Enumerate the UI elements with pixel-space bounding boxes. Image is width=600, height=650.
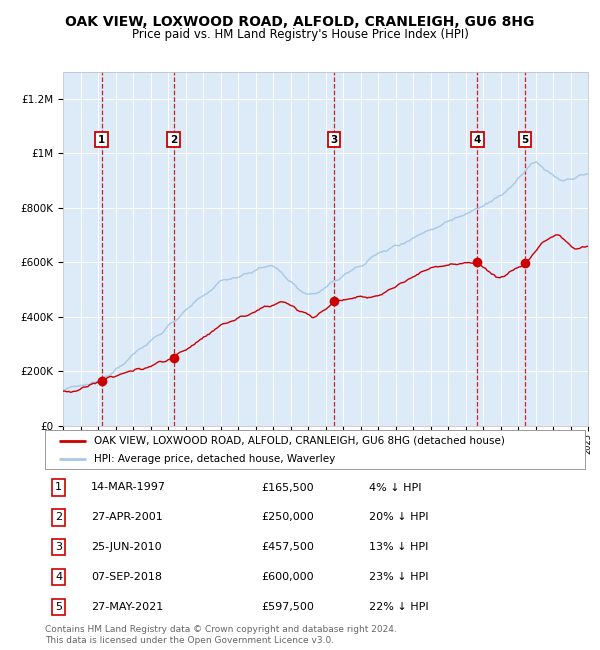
Text: 1: 1	[55, 482, 62, 493]
Text: Price paid vs. HM Land Registry's House Price Index (HPI): Price paid vs. HM Land Registry's House …	[131, 28, 469, 41]
Text: OAK VIEW, LOXWOOD ROAD, ALFOLD, CRANLEIGH, GU6 8HG (detached house): OAK VIEW, LOXWOOD ROAD, ALFOLD, CRANLEIG…	[94, 436, 505, 446]
Text: 20% ↓ HPI: 20% ↓ HPI	[369, 512, 428, 523]
Text: 1: 1	[98, 135, 105, 145]
Text: 3: 3	[330, 135, 338, 145]
Text: £600,000: £600,000	[261, 572, 314, 582]
Text: 4: 4	[55, 572, 62, 582]
Text: £597,500: £597,500	[261, 602, 314, 612]
Text: 14-MAR-1997: 14-MAR-1997	[91, 482, 166, 493]
Text: 4% ↓ HPI: 4% ↓ HPI	[369, 482, 421, 493]
Text: 13% ↓ HPI: 13% ↓ HPI	[369, 542, 428, 552]
Text: 27-MAY-2021: 27-MAY-2021	[91, 602, 163, 612]
Text: 22% ↓ HPI: 22% ↓ HPI	[369, 602, 428, 612]
Text: 3: 3	[55, 542, 62, 552]
Text: £457,500: £457,500	[261, 542, 314, 552]
Text: 2: 2	[170, 135, 177, 145]
Text: 07-SEP-2018: 07-SEP-2018	[91, 572, 162, 582]
Text: 2: 2	[55, 512, 62, 523]
Text: 4: 4	[474, 135, 481, 145]
Text: £250,000: £250,000	[261, 512, 314, 523]
Text: 5: 5	[521, 135, 529, 145]
Text: 23% ↓ HPI: 23% ↓ HPI	[369, 572, 428, 582]
Text: 25-JUN-2010: 25-JUN-2010	[91, 542, 161, 552]
Text: 27-APR-2001: 27-APR-2001	[91, 512, 163, 523]
Text: Contains HM Land Registry data © Crown copyright and database right 2024.
This d: Contains HM Land Registry data © Crown c…	[45, 625, 397, 645]
Text: HPI: Average price, detached house, Waverley: HPI: Average price, detached house, Wave…	[94, 454, 335, 463]
Text: 5: 5	[55, 602, 62, 612]
Text: OAK VIEW, LOXWOOD ROAD, ALFOLD, CRANLEIGH, GU6 8HG: OAK VIEW, LOXWOOD ROAD, ALFOLD, CRANLEIG…	[65, 15, 535, 29]
Text: £165,500: £165,500	[261, 482, 314, 493]
